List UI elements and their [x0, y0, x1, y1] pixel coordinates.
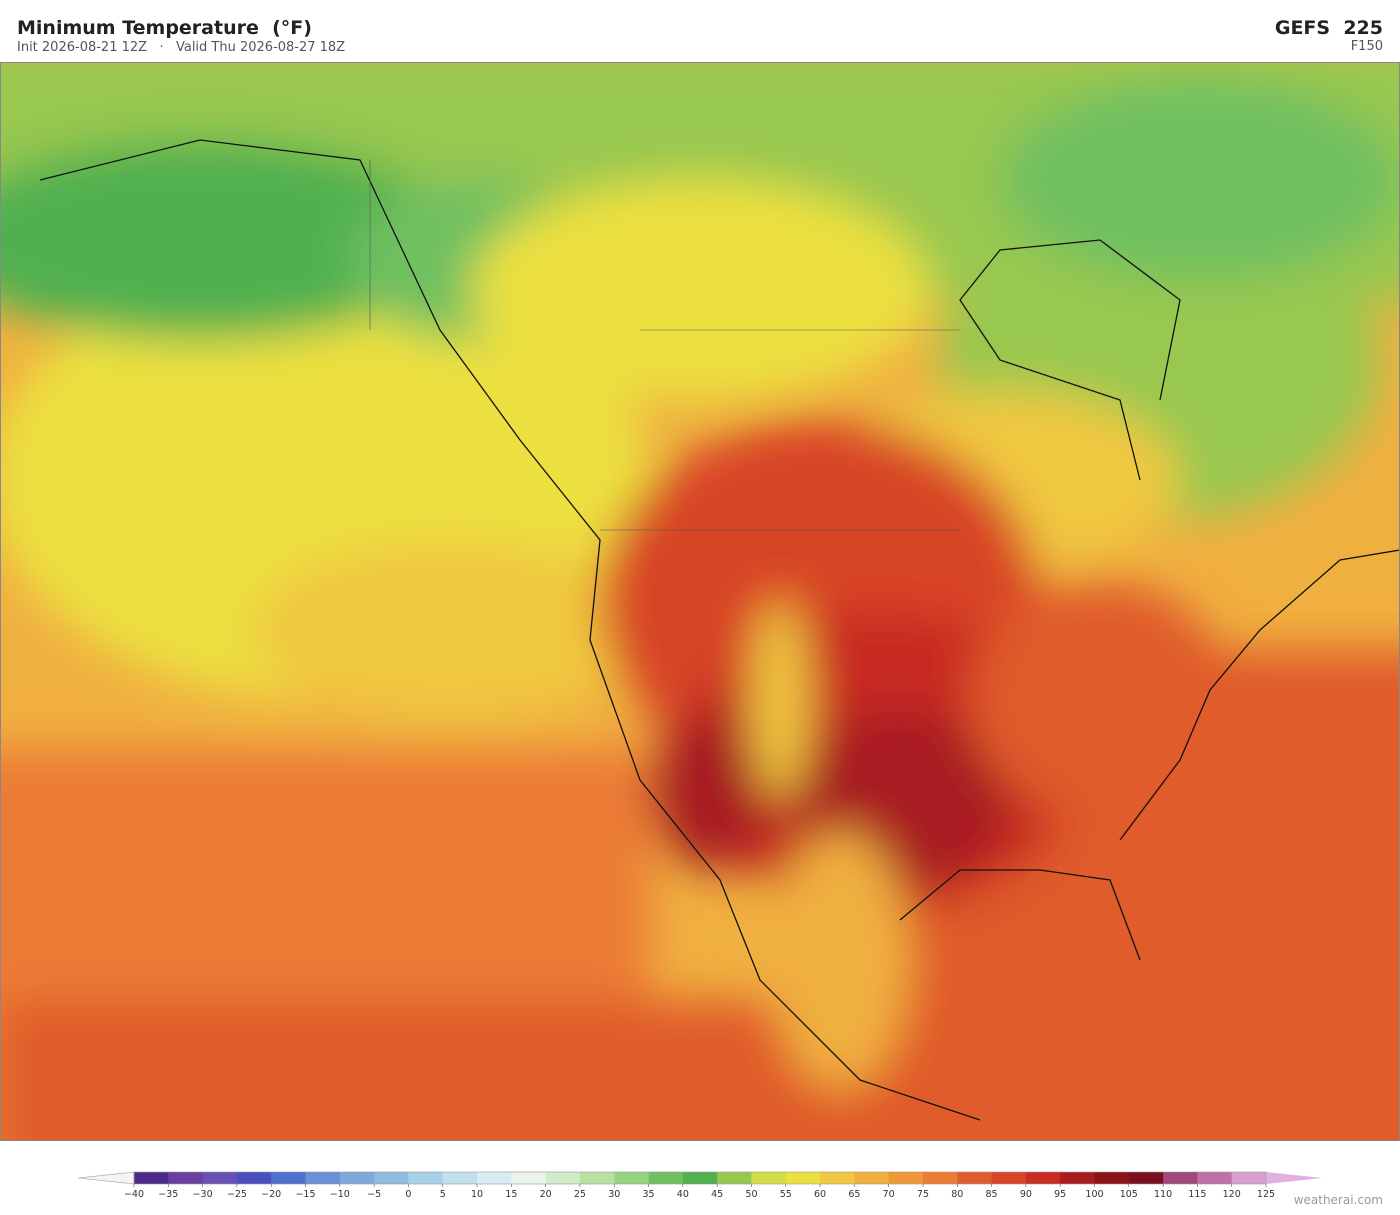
colorbar-swatch	[168, 1172, 204, 1184]
borders	[369, 160, 960, 531]
colorbar-tick-label: 100	[1085, 1189, 1103, 1200]
colorbar-swatch	[888, 1172, 924, 1184]
colorbar-tick-label: 60	[814, 1189, 826, 1200]
colorbar-swatch	[236, 1172, 272, 1184]
colorbar-tick-label: −25	[227, 1189, 247, 1200]
model: GEFS 225	[1275, 17, 1383, 39]
colorbar-swatch	[442, 1172, 478, 1184]
colorbar-tick-label: 95	[1054, 1189, 1066, 1200]
colorbar-tick-label: 75	[917, 1189, 929, 1200]
colorbar-frame	[133, 1171, 1267, 1185]
title: Minimum Temperature (°F)	[17, 17, 312, 39]
colorbar-tick-label: −35	[158, 1189, 178, 1200]
colorbar-swatch	[648, 1172, 684, 1184]
colorbar-tick-label: 115	[1188, 1189, 1206, 1200]
colorbar-swatch	[854, 1172, 890, 1184]
coastline	[39, 139, 1400, 1121]
colorbar-tick-label: 10	[471, 1189, 483, 1200]
colorbar-swatch	[1231, 1172, 1267, 1184]
colorbar-swatch	[991, 1172, 1027, 1184]
colorbar-tick-label: 90	[1020, 1189, 1032, 1200]
colorbar-swatch	[1163, 1172, 1198, 1184]
colorbar-swatch	[374, 1172, 409, 1184]
colorbar-tick-label: 35	[642, 1189, 654, 1200]
colorbar-swatch	[511, 1172, 547, 1184]
colorbar-tick-label: −15	[295, 1189, 315, 1200]
colorbar-tick-label: 45	[711, 1189, 723, 1200]
colorbar-tick-label: −5	[367, 1189, 381, 1200]
colorbar-swatch	[1197, 1172, 1233, 1184]
colorbar-swatch	[682, 1172, 718, 1184]
colorbar-tick-label: 80	[951, 1189, 963, 1200]
colorbar-tick-label: 110	[1154, 1189, 1172, 1200]
colorbar-swatch	[1060, 1172, 1095, 1184]
colorbar-swatch	[614, 1172, 650, 1184]
colorbar-under	[77, 1171, 135, 1185]
colorbar-swatch	[957, 1172, 993, 1184]
colorbar-tick-label: 125	[1257, 1189, 1275, 1200]
colorbar-swatch	[717, 1172, 752, 1184]
colorbar-tick-label: 30	[608, 1189, 620, 1200]
colorbar-tick-label: −20	[261, 1189, 281, 1200]
colorbar-tick-label: −40	[124, 1189, 144, 1200]
colorbar-tick-label: −30	[193, 1189, 213, 1200]
colorbar-tick-label: −10	[330, 1189, 350, 1200]
colorbar-swatch	[579, 1172, 615, 1184]
subtitle: Init 2026-08-21 12Z · Valid Thu 2026-08-…	[17, 40, 345, 55]
colorbar-swatch	[922, 1172, 958, 1184]
colorbar-swatch	[477, 1172, 512, 1184]
colorbar: −40 −35 −30 −25 −20 −15 −10 −5 0 5 10 15 20 25 30 35 40 4…	[77, 1171, 1322, 1200]
colorbar-swatch	[408, 1172, 444, 1184]
colorbar-swatch	[1025, 1172, 1061, 1184]
colorbar-swatch	[305, 1172, 341, 1184]
colorbar-tick-label: 15	[505, 1189, 517, 1200]
colorbar-tick-label: 120	[1223, 1189, 1241, 1200]
colorbar-swatch	[339, 1172, 375, 1184]
colorbar-tick-label: 85	[986, 1189, 998, 1200]
colorbar-swatch	[1094, 1172, 1130, 1184]
colorbar-swatch	[820, 1172, 855, 1184]
colorbar-tick-label: 25	[574, 1189, 586, 1200]
colorbar-swatch	[545, 1172, 581, 1184]
colorbar-tick-label: 70	[883, 1189, 895, 1200]
colorbar-swatch	[271, 1172, 307, 1184]
colorbar-tick-label: 20	[540, 1189, 552, 1200]
colorbar-swatch	[751, 1172, 787, 1184]
colorbar-swatch	[134, 1172, 169, 1184]
colorbar-tick-label: 50	[745, 1189, 757, 1200]
colorbar-tick-label: 5	[440, 1189, 446, 1200]
forecast-hour: F150	[1351, 39, 1383, 54]
colorbar-tick-label: 105	[1120, 1189, 1138, 1200]
colorbar-swatch	[1128, 1172, 1164, 1184]
colorbar-swatch	[202, 1172, 238, 1184]
colorbar-over	[1266, 1172, 1322, 1184]
colorbar-tick-label: 65	[848, 1189, 860, 1200]
colorbar-tick-label: 40	[677, 1189, 689, 1200]
colorbar-swatch	[785, 1172, 821, 1184]
colorbar-tick-label: 0	[405, 1189, 411, 1200]
map	[0, 62, 1400, 1141]
colorbar-tick-label: 55	[780, 1189, 792, 1200]
watermark: weatherai.com	[1294, 1193, 1383, 1207]
